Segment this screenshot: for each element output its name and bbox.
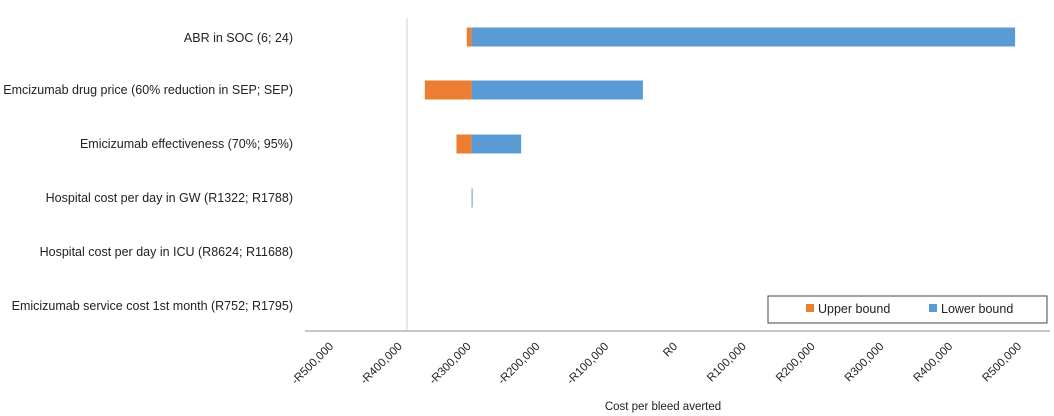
bar-lower-bound [471, 27, 1016, 47]
x-tick-label: R400,000 [912, 341, 956, 385]
x-tick-label: -R200,000 [496, 341, 542, 387]
x-tick-labels: -R500,000 -R400,000 -R300,000 -R200,000 -R10… [290, 341, 1024, 387]
x-axis-title: Cost per bleed averted [605, 401, 721, 413]
x-tick-label: R100,000 [705, 341, 749, 385]
category-label: Hospital cost per day in ICU (R8624; R11… [40, 245, 293, 259]
bar-lower-bound [471, 134, 522, 154]
legend-box [767, 295, 1048, 324]
legend-swatch-lower-bound [929, 304, 937, 312]
x-tick-label: R0 [661, 341, 680, 360]
x-tick-label: -R500,000 [290, 341, 336, 387]
category-label: Emicizumab effectiveness (70%; 95%) [80, 137, 293, 151]
bar-lower-bound [471, 188, 473, 208]
category-label: Hospital cost per day in GW (R1322; R178… [46, 191, 293, 205]
bar-lower-bound [471, 80, 643, 100]
category-label: ABR in SOC (6; 24) [184, 31, 293, 45]
legend-label-upper-bound: Upper bound [818, 302, 890, 316]
legend: Upper bound Lower bound [767, 295, 1048, 324]
x-tick-label: R500,000 [980, 341, 1024, 385]
bar-upper-bound [424, 80, 472, 100]
legend-swatch-upper-bound [806, 304, 814, 312]
x-tick-label: R200,000 [774, 341, 818, 385]
category-label: Emicizumab service cost 1st month (R752;… [12, 299, 293, 313]
bar-upper-bound [456, 134, 472, 154]
legend-label-lower-bound: Lower bound [941, 302, 1013, 316]
x-tick-label: R300,000 [843, 341, 887, 385]
x-tick-label: -R300,000 [427, 341, 473, 387]
bar-upper-bound [466, 27, 472, 47]
bars [424, 27, 1016, 208]
x-tick-label: -R400,000 [358, 341, 404, 387]
x-tick-label: -R100,000 [565, 341, 611, 387]
category-label: Emcizumab drug price (60% reduction in S… [3, 83, 293, 97]
category-labels: ABR in SOC (6; 24) Emcizumab drug price … [3, 31, 293, 313]
